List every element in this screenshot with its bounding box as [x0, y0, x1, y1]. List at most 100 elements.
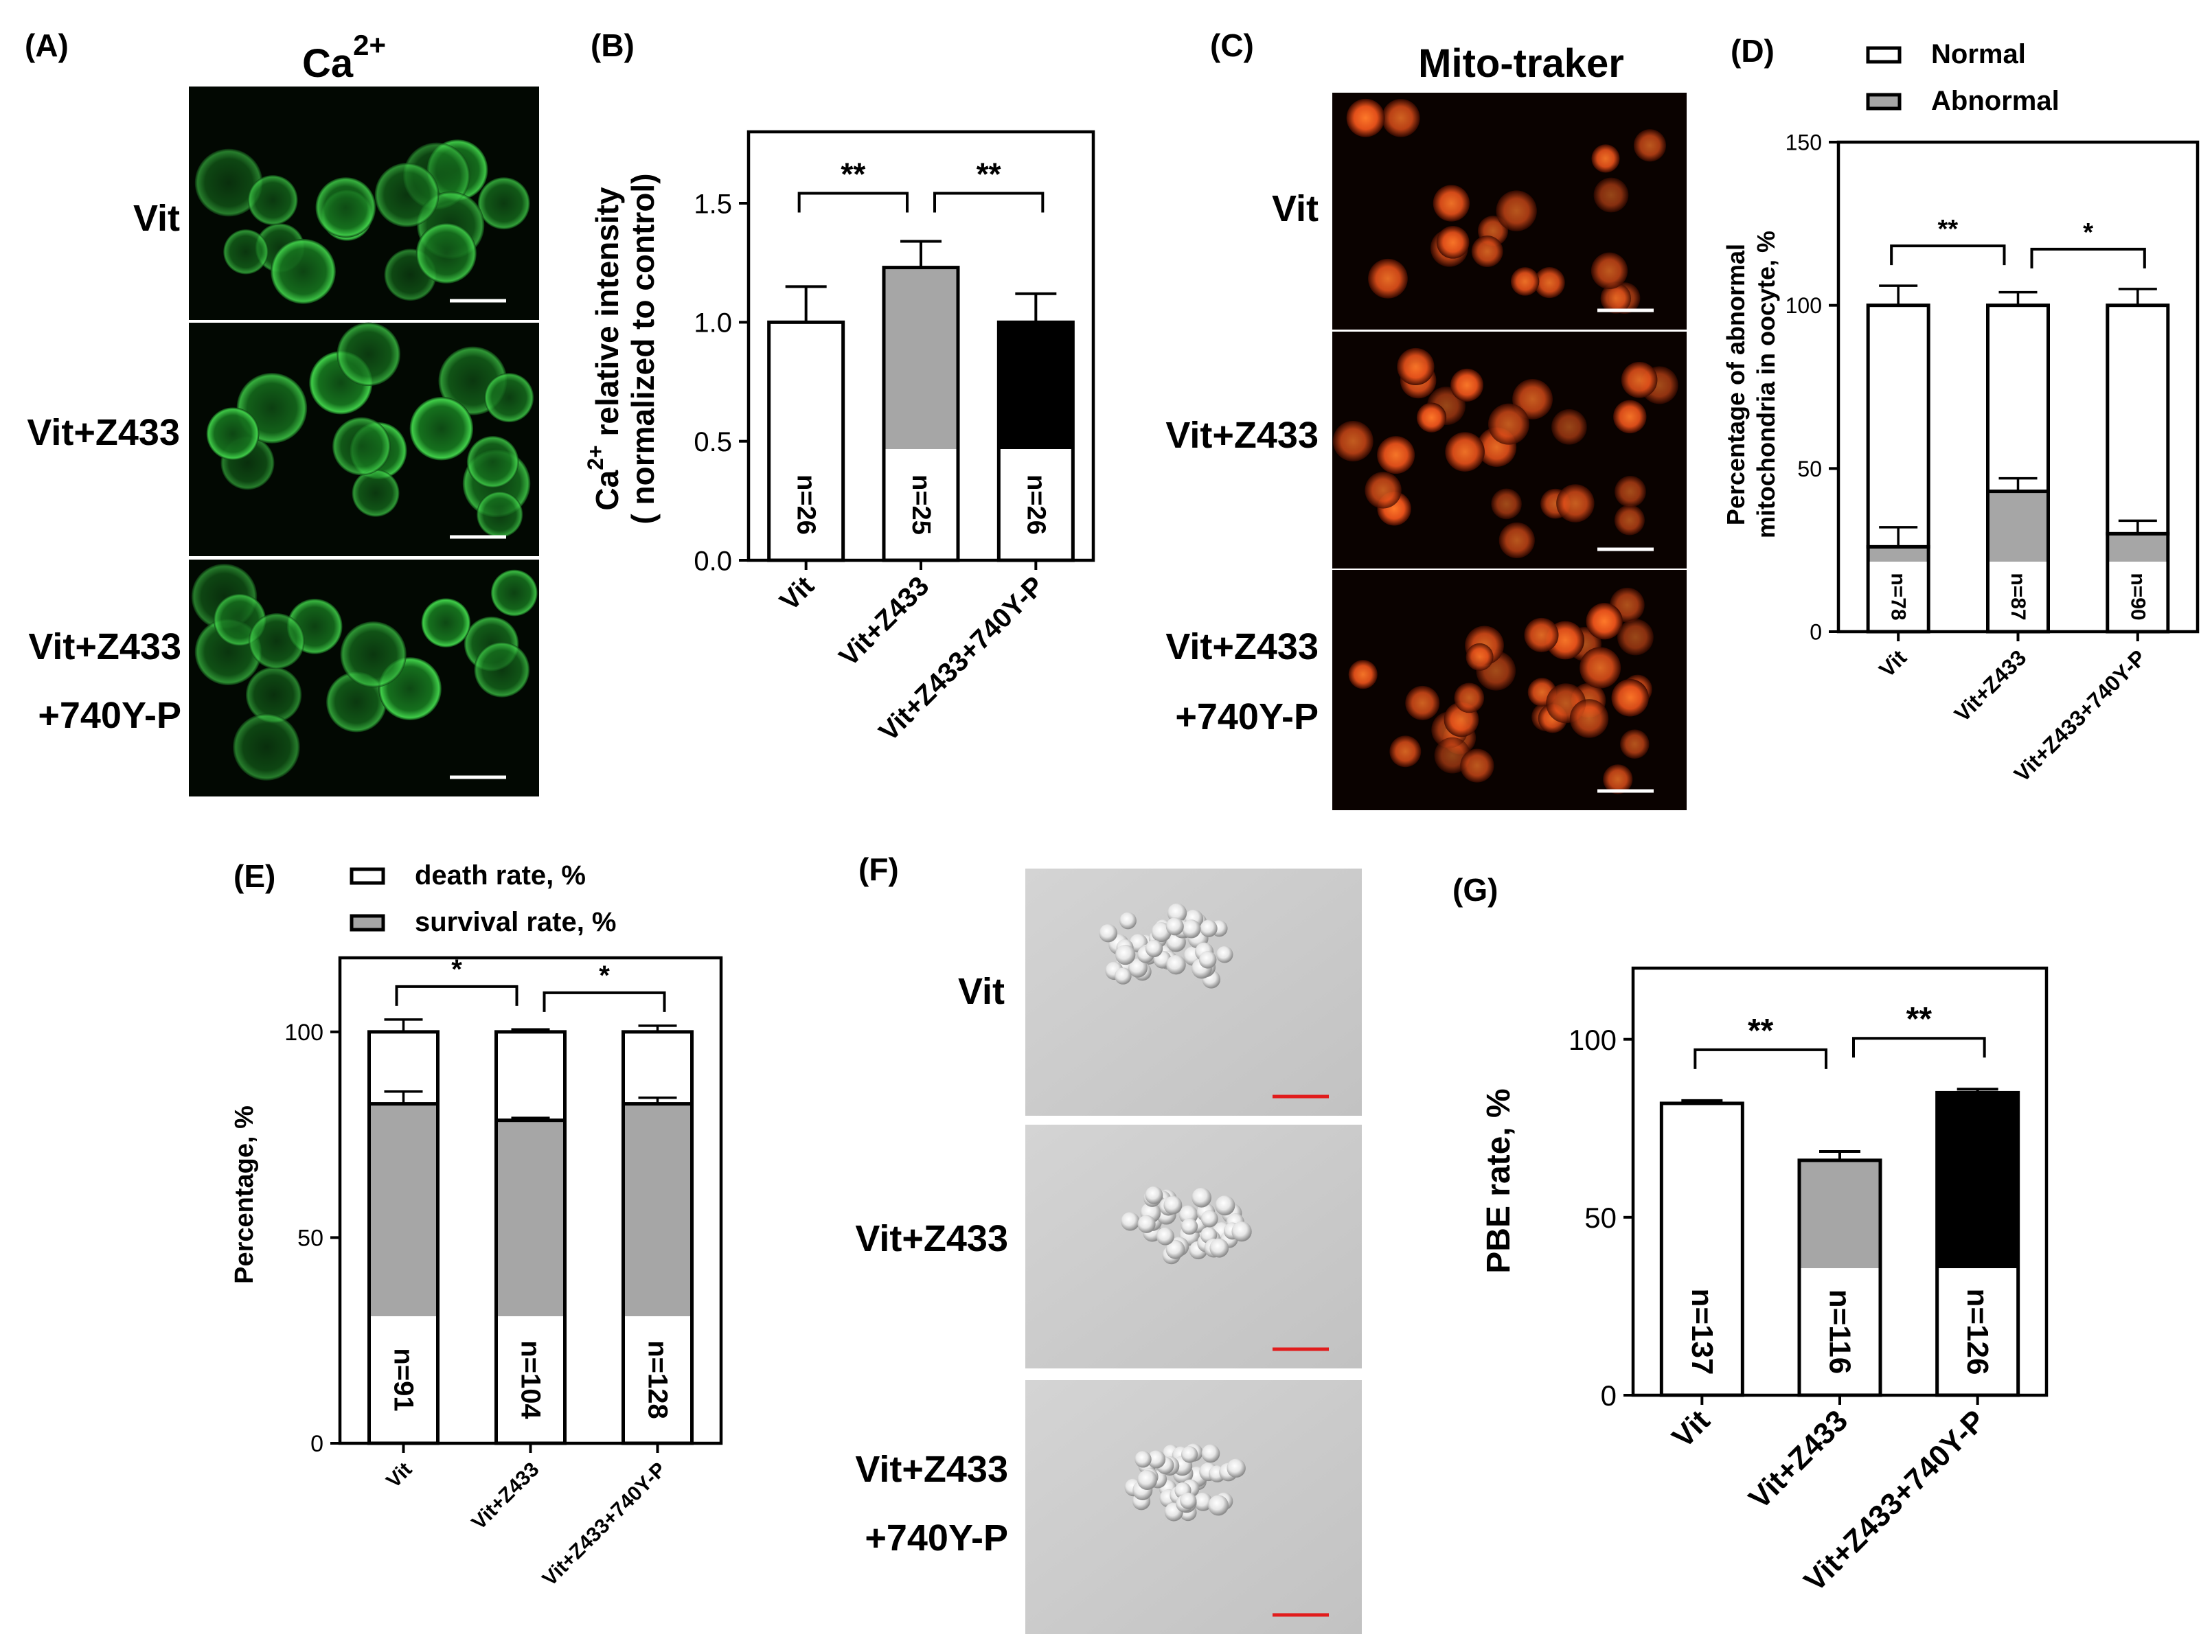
- y-tick-label: 0: [310, 1431, 323, 1457]
- panel-f-image-1-cell: [1145, 939, 1163, 958]
- panel-f-image-1-cell: [1165, 917, 1184, 936]
- n-label: n=126: [1961, 1289, 1994, 1375]
- panel-c-image-3-cell: [1611, 679, 1649, 717]
- panel-a-image-3-cell: [233, 713, 300, 781]
- panel-f-image-1-cell: [1119, 912, 1137, 930]
- panel-f-image-3-cell: [1137, 1469, 1158, 1490]
- panel-c-image-1-cell: [1600, 283, 1632, 314]
- y-axis-label-sup: 2+: [583, 445, 608, 470]
- panel-c-image-1-cell: [1633, 129, 1667, 162]
- panel-a-image-3-cell: [421, 598, 471, 647]
- n-label: n=90: [2126, 573, 2149, 620]
- y-axis-label-ca: Ca: [589, 470, 625, 510]
- panel-a-image-2-cell: [332, 417, 391, 476]
- panel-c-image-2-cell: [1487, 403, 1529, 445]
- y-tick-label: 50: [1797, 457, 1822, 481]
- n-label: n=128: [643, 1340, 673, 1419]
- significance-marker: **: [841, 156, 865, 192]
- bar: [767, 320, 845, 562]
- panel-c-image-1-cell: [1593, 177, 1629, 213]
- panel-a-image-1-cell: [374, 163, 440, 227]
- significance-marker: **: [977, 156, 1001, 192]
- significance-marker: **: [1906, 1001, 1932, 1037]
- bar-label-backing: [371, 1316, 436, 1442]
- x-tick-label: Vit+Z433: [468, 1458, 544, 1535]
- panel-c-image-1-cell: [1496, 190, 1537, 231]
- significance-bracket: [933, 192, 1045, 213]
- panel-letter-f: (F): [858, 851, 899, 887]
- panel-f-image-1-cell: [1198, 951, 1217, 969]
- panel-c-image-3-cell: [1586, 603, 1623, 640]
- panel-c-image-3-cell: [1348, 660, 1378, 689]
- significance-bracket: [543, 991, 666, 1012]
- panel-f-image-3-cell: [1227, 1458, 1246, 1478]
- n-label: n=116: [1823, 1289, 1857, 1375]
- chart-g: 050100n=137Vitn=116Vit+Z433n=126Vit+Z433…: [1481, 966, 2049, 1598]
- x-tick-label: Vit+Z433+740Y-P: [2009, 645, 2151, 786]
- significance-marker: **: [1748, 1013, 1774, 1049]
- y-axis-label-rest: relative intensity: [589, 187, 625, 445]
- legend-label: death rate, %: [415, 860, 586, 891]
- bar-label-backing: [1000, 449, 1071, 559]
- panel-a-image-2-cell: [352, 469, 400, 517]
- panel-c-image-3-cell: [1454, 682, 1485, 713]
- panel-f-image-1-cell: [1099, 923, 1117, 943]
- panel-f-image-1-cell: [1166, 954, 1186, 975]
- n-label: n=25: [907, 474, 935, 535]
- bar-segment-death-rate: [494, 1030, 567, 1123]
- panel-c-row-label-combo-line2: +740Y-P: [1175, 696, 1319, 737]
- panel-a-title-main: Ca: [302, 41, 354, 86]
- panel-c-image-2-cell: [1621, 361, 1658, 398]
- panel-c-image-3-cell: [1603, 764, 1633, 794]
- panel-c-image-3-cell: [1620, 729, 1650, 759]
- panel-c-image-1-cell: [1591, 144, 1620, 173]
- significance-marker: **: [1938, 215, 1959, 244]
- panel-letter-b: (B): [591, 27, 635, 63]
- panel-f-image-2-cell: [1231, 1221, 1252, 1242]
- bar: [1659, 1101, 1744, 1397]
- panel-c-image-2-cell: [1397, 347, 1435, 386]
- bar-label-backing: [885, 449, 957, 559]
- x-tick-label: Vit: [382, 1458, 416, 1493]
- panel-f-image-2-cell: [1165, 1239, 1185, 1259]
- panel-c-image-2-cell: [1377, 436, 1415, 474]
- y-axis-label: Percentage, %: [230, 1105, 259, 1284]
- y-tick-label: 100: [1569, 1024, 1617, 1056]
- panel-f-image-1-cell: [1115, 945, 1136, 965]
- panel-c-image-2-cell: [1614, 505, 1645, 536]
- panel-c-row-label-vit-z433: Vit+Z433: [1165, 415, 1319, 456]
- panel-c-image-1-cell: [1433, 185, 1470, 222]
- panel-f-image-3-cell: [1201, 1444, 1220, 1463]
- panel-f-image-3-cell: [1147, 1450, 1166, 1469]
- bar-segment-normal: [1866, 303, 1930, 549]
- panel-c-image-1-cell: [1436, 226, 1470, 259]
- panel-c-image-2-cell: [1551, 409, 1587, 445]
- y-tick-label: 150: [1786, 130, 1822, 155]
- panel-f-image-2-cell: [1156, 1227, 1174, 1246]
- legend-label: Normal: [1931, 39, 2026, 69]
- x-tick-label: Vit+Z433: [1950, 645, 2031, 726]
- panel-c-image-1-cell: [1590, 252, 1628, 289]
- bar-label-backing: [2109, 562, 2167, 630]
- panel-c-image-1-cell: [1382, 99, 1420, 137]
- panel-c-image-3-cell: [1466, 643, 1494, 671]
- panel-a-row-label-vit-z433: Vit+Z433: [27, 412, 180, 453]
- panel-c-image-2-cell: [1613, 400, 1647, 434]
- panel-a-image-3-cell: [490, 569, 538, 617]
- panel-f-image-3-cell: [1134, 1451, 1152, 1468]
- panel-f-row-label-combo-line2: +740Y-P: [865, 1517, 1008, 1559]
- panel-f-image-3-cell: [1180, 1492, 1197, 1509]
- panel-a-image-1-cell: [415, 222, 477, 284]
- panel-c-title: Mito-traker: [1418, 41, 1624, 86]
- panel-c-micrographs: [1332, 93, 1687, 810]
- n-label: n=78: [1887, 573, 1910, 620]
- y-tick-label: 100: [1786, 293, 1822, 318]
- panel-f-micrographs: [1025, 869, 1362, 1634]
- panel-letter-g: (G): [1452, 872, 1498, 908]
- panel-c-image-1-cell: [1346, 98, 1385, 137]
- significance-marker: *: [2083, 218, 2093, 247]
- panel-f-image-1-cell: [1216, 945, 1233, 963]
- panel-a-title-sup: 2+: [353, 29, 386, 61]
- legend-swatch: [350, 914, 385, 932]
- y-tick-label: 1.5: [694, 189, 732, 219]
